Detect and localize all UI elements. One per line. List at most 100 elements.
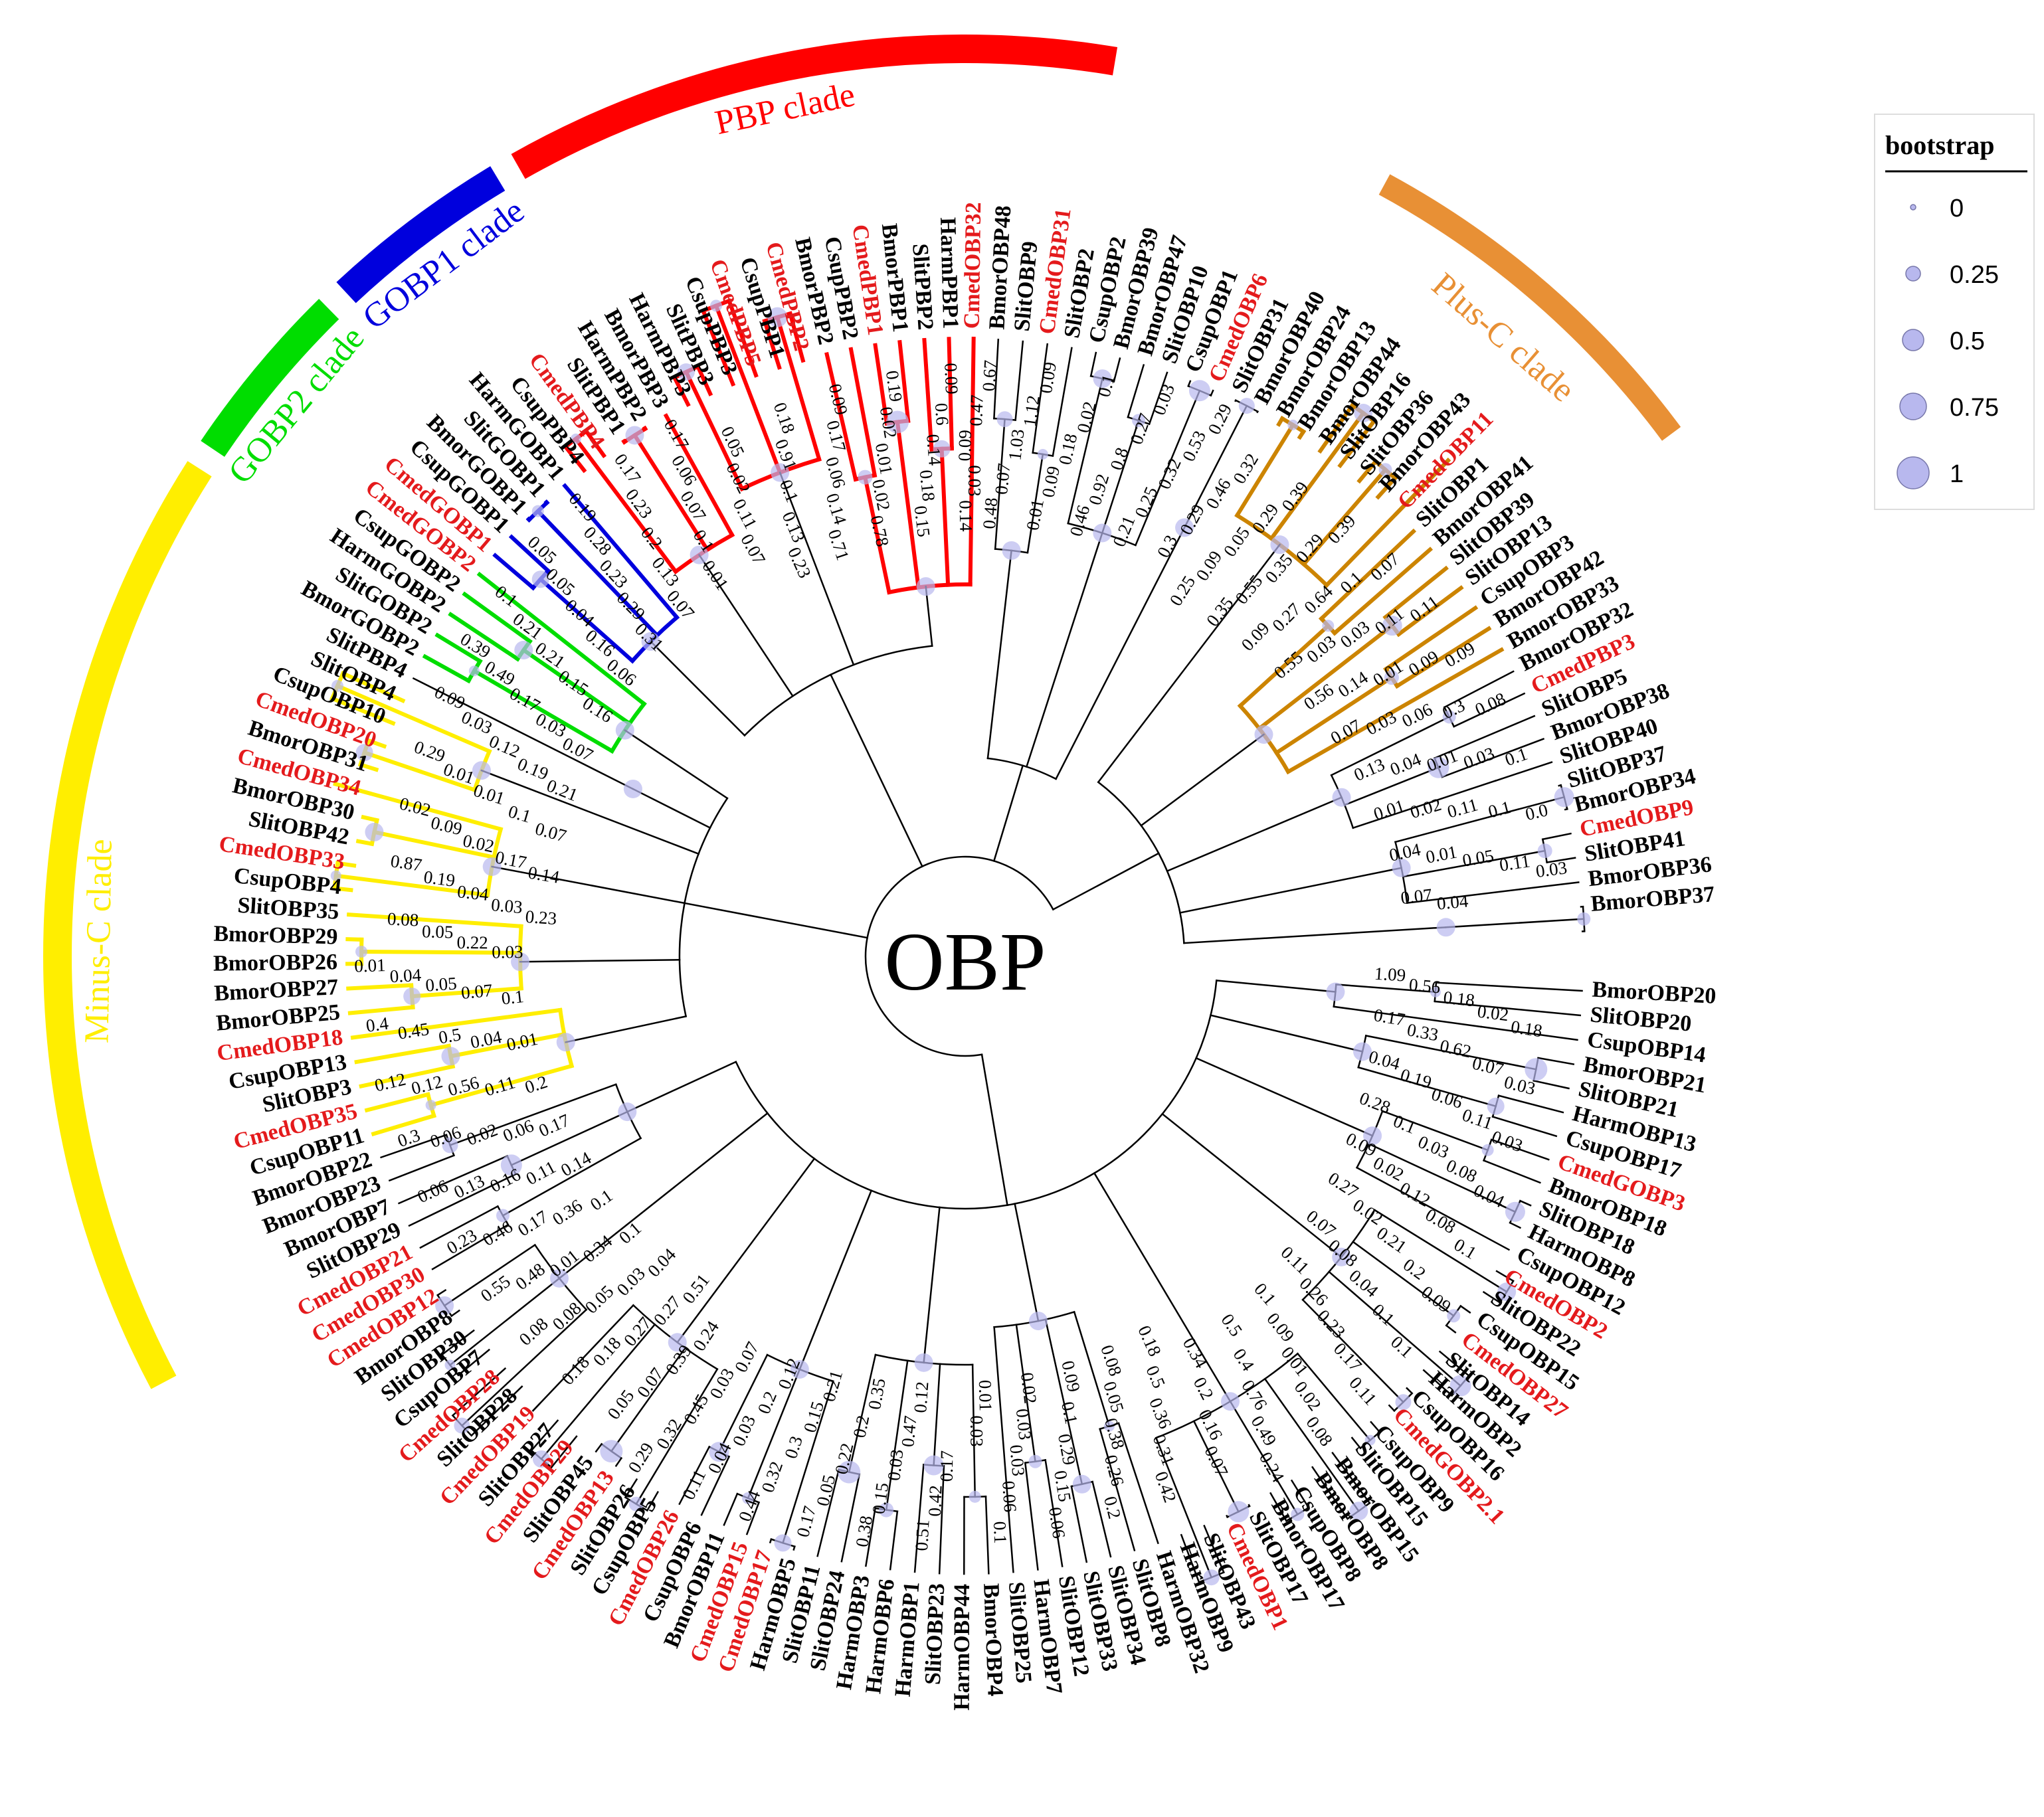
branch-length-label: 0.13 (648, 553, 683, 590)
branch-radial (968, 477, 974, 587)
branch-radial (781, 1380, 834, 1544)
branch-length-label: 0.04 (1436, 891, 1469, 913)
bootstrap-dot (677, 363, 695, 381)
bootstrap-dot (441, 1047, 460, 1066)
bootstrap-dot (1384, 670, 1399, 685)
branch-radial (1519, 1199, 1532, 1207)
branch-radial (1025, 531, 1103, 768)
branch-length-label: 0.22 (456, 932, 488, 952)
branch-radial (697, 553, 794, 697)
branch-radial (994, 418, 1006, 550)
branch-radial (939, 446, 951, 587)
bootstrap-dot (1363, 1126, 1382, 1146)
branch-length-label: 0.03 (613, 1263, 650, 1300)
bootstrap-dot (1430, 986, 1441, 997)
branch-radial (346, 983, 414, 991)
branch-radial (1355, 1166, 1473, 1231)
branch-length-label: 0.02 (1408, 794, 1443, 822)
branch-length-label: 0.07 (676, 487, 710, 525)
bootstrap-dot (916, 577, 935, 596)
branch-radial (1044, 1459, 1064, 1567)
branch-length-label: 0.19 (422, 867, 456, 891)
legend-dot (1897, 456, 1930, 489)
bootstrap-dot (511, 952, 530, 972)
branch-radial (984, 1496, 990, 1575)
bootstrap-dot (1287, 419, 1299, 430)
bootstrap-dot (628, 1496, 644, 1512)
bootstrap-dot (1175, 518, 1194, 537)
branch-radial (1093, 1171, 1232, 1403)
branch-length-label: 0.14 (822, 491, 851, 527)
branch-length-label: 0.02 (1349, 1195, 1386, 1229)
bootstrap-dot (472, 761, 491, 780)
branch-radial (1054, 526, 1186, 780)
branch-length-label: 0.19 (1398, 1065, 1434, 1092)
bootstrap-dot (615, 721, 634, 740)
branch-radial (388, 1154, 455, 1182)
bootstrap-dot (500, 1154, 522, 1176)
branch-length-label: 0.07 (1471, 1053, 1506, 1080)
bootstrap-dot (1349, 1502, 1368, 1521)
branch-radial (1352, 1241, 1455, 1318)
branch-length-label: 0.04 (389, 965, 422, 986)
branch-length-label: 0.03 (492, 942, 523, 962)
branch-radial (346, 912, 396, 920)
branch-radial (1113, 357, 1121, 383)
branch-radial (980, 1053, 1008, 1207)
bootstrap-dot (425, 1100, 436, 1111)
branch-length-label: 0.29 (624, 1439, 657, 1476)
branch-radial (491, 865, 686, 905)
bootstrap-dot (886, 410, 909, 434)
branch-radial (1373, 1209, 1508, 1293)
branch-radial (848, 347, 878, 478)
branch-radial (1067, 377, 1104, 525)
branch-length-label: 0.21 (531, 638, 569, 673)
gobp1-band (336, 166, 506, 303)
branch-length-label: 0.18 (916, 469, 939, 502)
branch-radial (391, 915, 523, 928)
branch-length-label: 0.05 (422, 921, 454, 942)
leaf-label: HarmPBP1 (935, 217, 963, 329)
branch-length-label: 0.19 (882, 369, 906, 403)
branch-length-label: 0.16 (1194, 1406, 1226, 1443)
branch-length-label: 0.17 (535, 1110, 572, 1140)
leaf-label: BmorOBP29 (213, 921, 338, 949)
branch-radial (1229, 1400, 1299, 1516)
branch-radial (1178, 867, 1403, 914)
branch-radial (762, 318, 782, 370)
bootstrap-dot (1132, 414, 1146, 428)
bootstrap-dot (1442, 710, 1456, 724)
branch-length-label: 0.07 (533, 818, 569, 845)
bootstrap-dot (531, 505, 544, 517)
branch-length-label: 0.01 (1424, 841, 1459, 867)
branch-radial (354, 1043, 452, 1065)
branch-length-label: 0.17 (610, 450, 645, 487)
branch-length-label: 0.01 (505, 1029, 540, 1055)
branch-radial (993, 339, 1000, 420)
bootstrap-dot (514, 640, 533, 659)
branch-length-label: 0.46 (1202, 475, 1234, 512)
branch-length-label: 0.03 (1149, 381, 1178, 418)
branch-length-label: 0.29 (1204, 400, 1236, 438)
branch-radial (1195, 1057, 1374, 1137)
branch-length-label: 0.1 (1058, 1400, 1081, 1426)
bootstrap-dot (923, 1455, 944, 1476)
branch-radial (897, 339, 911, 423)
branch-length-label: 0.12 (486, 731, 523, 762)
branch-radial (1210, 389, 1214, 397)
branch-radial (1268, 410, 1366, 541)
bootstrap-dot (1554, 787, 1574, 808)
branch-length-label: 0.42 (925, 1485, 946, 1517)
branch-radial (1546, 857, 1576, 864)
branch-length-label: 0.03 (1303, 632, 1340, 667)
bootstrap-dot (1093, 523, 1112, 543)
plus-c-band (1378, 174, 1681, 441)
branch-length-label: 0.4 (1230, 1345, 1259, 1375)
branch-radial (1117, 1422, 1159, 1545)
branch-radial (563, 444, 587, 474)
branch-length-label: 0.12 (373, 1069, 408, 1095)
branch-radial (333, 781, 504, 832)
leaf-label: BmorOBP4 (978, 1583, 1007, 1697)
branch-radial (992, 764, 1024, 862)
bootstrap-dot (690, 545, 709, 564)
